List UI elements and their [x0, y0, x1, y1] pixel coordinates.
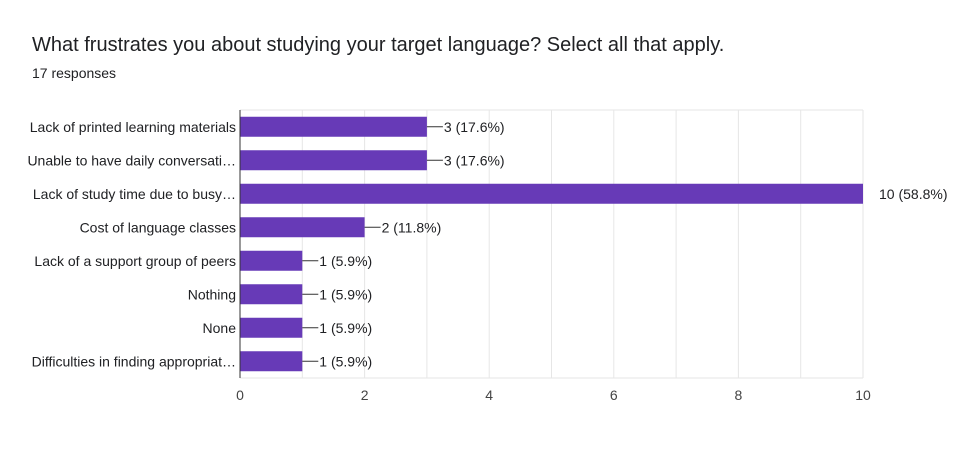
- category-label: Lack of printed learning materials: [30, 119, 236, 135]
- x-tick-label: 2: [361, 387, 369, 403]
- bar: [240, 284, 303, 305]
- category-label: Lack of study time due to busy…: [33, 186, 236, 202]
- data-label: 1 (5.9%): [319, 353, 372, 369]
- bars: [240, 116, 863, 372]
- category-label: Cost of language classes: [80, 219, 236, 235]
- category-label: Difficulties in finding appropriat…: [32, 353, 236, 369]
- x-tick-label: 10: [855, 387, 871, 403]
- category-label: None: [203, 320, 237, 336]
- data-label: 1 (5.9%): [319, 286, 372, 302]
- data-label: 3 (17.6%): [444, 119, 505, 135]
- bar: [240, 116, 427, 137]
- x-tick-label: 4: [485, 387, 493, 403]
- x-tick-label: 6: [610, 387, 618, 403]
- bar: [240, 183, 863, 204]
- question-title: What frustrates you about studying your …: [32, 34, 725, 56]
- gridlines: [240, 109, 864, 379]
- bar: [240, 150, 427, 171]
- category-label: Lack of a support group of peers: [34, 253, 236, 269]
- bar: [240, 217, 365, 238]
- data-label: 1 (5.9%): [319, 253, 372, 269]
- x-tick-label: 0: [236, 387, 244, 403]
- category-label: Unable to have daily conversati…: [27, 152, 236, 168]
- data-label: 10 (58.8%): [879, 186, 947, 202]
- data-label: 1 (5.9%): [319, 320, 372, 336]
- bar: [240, 250, 303, 271]
- data-label: 2 (11.8%): [382, 219, 442, 235]
- category-label: Nothing: [188, 286, 236, 302]
- response-count: 17 responses: [32, 65, 117, 81]
- data-label: 3 (17.6%): [444, 152, 505, 168]
- bar: [240, 317, 303, 338]
- bar: [240, 351, 303, 372]
- labels: 0 2 4 6 8 10 Lack of printed learning material…: [27, 119, 947, 403]
- x-tick-label: 8: [735, 387, 743, 403]
